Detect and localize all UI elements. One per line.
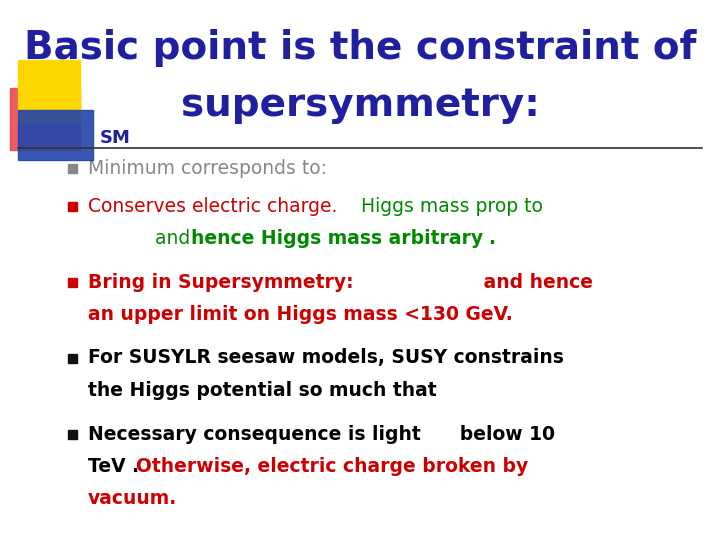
Text: and: and <box>155 228 197 247</box>
Text: Necessary consequence is light      below 10: Necessary consequence is light below 10 <box>88 424 555 443</box>
Text: Basic point is the constraint of: Basic point is the constraint of <box>24 29 696 67</box>
Bar <box>68 429 76 438</box>
Text: an upper limit on Higgs mass <130 GeV.: an upper limit on Higgs mass <130 GeV. <box>88 305 513 323</box>
Text: Minimum corresponds to:: Minimum corresponds to: <box>88 159 327 178</box>
Bar <box>68 354 76 362</box>
Bar <box>68 164 76 172</box>
Text: hence Higgs mass arbitrary: hence Higgs mass arbitrary <box>191 228 483 247</box>
Text: For SUSYLR seesaw models, SUSY constrains: For SUSYLR seesaw models, SUSY constrain… <box>88 348 564 368</box>
Text: SM: SM <box>100 129 131 147</box>
Bar <box>18 110 93 160</box>
Text: .: . <box>488 228 495 247</box>
Text: the Higgs potential so much that: the Higgs potential so much that <box>88 381 436 400</box>
Text: Bring in Supersymmetry:                    and hence: Bring in Supersymmetry: and hence <box>88 273 593 292</box>
Text: Otherwise, electric charge broken by: Otherwise, electric charge broken by <box>136 456 528 476</box>
Bar <box>10 88 80 150</box>
Text: vacuum.: vacuum. <box>88 489 177 508</box>
Bar <box>18 60 80 122</box>
Bar <box>68 278 76 287</box>
Bar <box>68 201 76 211</box>
Text: Conserves electric charge.: Conserves electric charge. <box>88 197 338 215</box>
Text: TeV .: TeV . <box>88 456 145 476</box>
Text: supersymmetry:: supersymmetry: <box>181 86 539 124</box>
Text: Higgs mass prop to: Higgs mass prop to <box>355 197 543 215</box>
